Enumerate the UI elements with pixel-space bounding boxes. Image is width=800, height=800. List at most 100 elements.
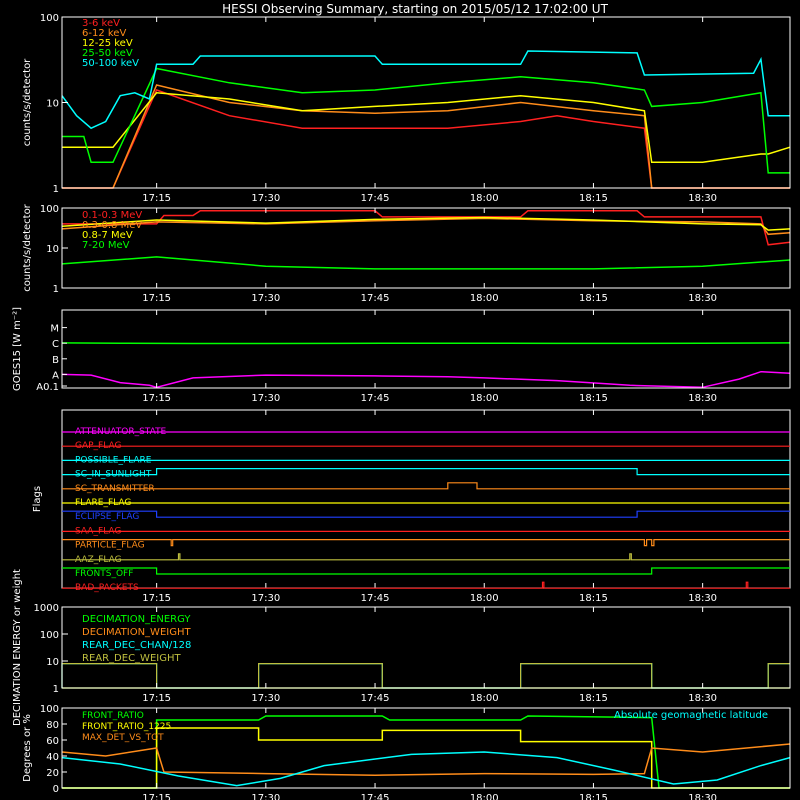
legend-entry: 6-12 keV (82, 28, 126, 39)
panel-decimation: 17:15 17:30 17:45 18:00 18:15 18:30 1 10 100 1000… (12, 569, 791, 726)
legend-entry: FRONT_RATIO_1225 (82, 722, 171, 732)
flag-line (62, 468, 790, 476)
series-line (61, 216, 791, 231)
y-axis-label: Flags (32, 486, 43, 512)
series-line (62, 92, 791, 164)
legend-entry: 12-25 keV (82, 38, 133, 49)
x-tick-label: 17:45 (361, 693, 390, 704)
series-line (61, 751, 791, 787)
y-axis-label: counts/s/detector (22, 203, 33, 291)
legend-entry: 50-100 keV (82, 58, 139, 69)
x-tick-label: 18:00 (470, 193, 499, 204)
x-tick-label: 18:15 (579, 393, 608, 404)
flag-label: AAZ_FLAG (75, 555, 122, 565)
x-tick-label: 17:45 (361, 593, 390, 604)
legend-entry: REAR_DEC_WEIGHT (82, 653, 181, 664)
y-tick-label: 1 (53, 684, 59, 695)
y-tick-label: 1000 (34, 603, 59, 614)
y-tick-label: 100 (40, 204, 59, 215)
legend-entry: 0.8-7 MeV (82, 230, 133, 241)
legend-entry: 3-6 keV (82, 18, 120, 29)
x-tick-label: 17:45 (361, 793, 390, 800)
y-tick-label: M (50, 324, 59, 335)
y-tick-label: B (52, 355, 59, 366)
x-tick-label: 18:30 (688, 593, 717, 604)
legend-entry: 0.3-0.8 MeV (82, 220, 142, 231)
legend-entry: MAX_DET_VS_TOT (82, 733, 164, 743)
legend-entry: 25-50 keV (82, 48, 133, 59)
y-tick-label: 100 (40, 13, 59, 24)
flag-line (62, 510, 790, 518)
y-tick-label: 100 (40, 630, 59, 641)
y-tick-label: 20 (46, 768, 59, 779)
flag-label: GAP_FLAG (75, 441, 121, 451)
flag-line (62, 538, 790, 547)
x-tick-label: 17:30 (251, 393, 280, 404)
x-tick-label: 18:00 (470, 293, 499, 304)
x-tick-label: 17:15 (142, 293, 171, 304)
series-line (61, 342, 791, 345)
series-line (61, 256, 791, 270)
y-tick-label: A (52, 370, 59, 381)
flag-label: ECLIPSE_FLAG (75, 512, 139, 522)
x-tick-label: 18:30 (688, 393, 717, 404)
legend-entry: DECIMATION_WEIGHT (82, 627, 191, 638)
y-axis-label: Degrees or % (22, 714, 33, 782)
plot-frame (61, 606, 791, 689)
legend-entry: FRONT_RATIO (82, 711, 144, 721)
flag-label: BAD_PACKETS (75, 583, 139, 593)
flag-line (62, 553, 790, 561)
panel-ratios: 17:15 17:30 17:45 18:00 18:15 18:30 0 20 40 60 80 1… (22, 704, 791, 800)
legend-entry: REAR_DEC_CHAN/128 (82, 640, 191, 651)
y-tick-label: 80 (46, 720, 59, 731)
x-tick-label: 18:00 (470, 393, 499, 404)
legend-entry: DECIMATION_ENERGY (82, 614, 191, 625)
x-tick-label: 17:30 (251, 293, 280, 304)
y-tick-label: 10 (46, 99, 59, 110)
flag-label: FLARE_FLAG (75, 498, 131, 508)
legend-entry: 7-20 MeV (82, 240, 130, 251)
x-tick-label: 17:15 (142, 693, 171, 704)
x-tick-label: 17:30 (251, 593, 280, 604)
flag-label: ATTENUATOR_STATE (75, 427, 167, 437)
flag-label: SAA_FLAG (75, 526, 121, 536)
x-tick-label: 17:45 (361, 193, 390, 204)
y-tick-label: A0.1 (36, 382, 59, 393)
x-tick-label: 17:45 (361, 293, 390, 304)
x-tick-label: 18:15 (579, 593, 608, 604)
y-tick-label: 10 (46, 657, 59, 668)
x-tick-label: 17:45 (361, 393, 390, 404)
flag-label: FRONTS_OFF (75, 569, 133, 579)
series-line (62, 210, 791, 246)
x-tick-label: 17:30 (251, 793, 280, 800)
x-tick-label: 18:15 (579, 793, 608, 800)
chart-title: HESSI Observing Summary, starting on 201… (222, 2, 608, 16)
y-axis-label: GOES15 [W m⁻²] (12, 307, 23, 391)
x-tick-label: 18:00 (470, 693, 499, 704)
legend-entry: Absolute geomagnetic latitude (614, 710, 768, 721)
flag-line (62, 581, 790, 589)
flag-label: PARTICLE_FLAG (75, 541, 145, 551)
y-axis-label: counts/s/detector (22, 58, 33, 146)
x-tick-label: 18:15 (579, 693, 608, 704)
y-tick-label: 100 (40, 704, 59, 715)
series-line (61, 370, 791, 389)
x-tick-label: 18:00 (470, 793, 499, 800)
series-line (61, 50, 790, 130)
panel-high-energy-rates: 17:15 17:30 17:45 18:00 18:15 18:30 1 10 100 coun… (22, 203, 791, 304)
x-tick-label: 17:15 (142, 393, 171, 404)
y-tick-label: 60 (46, 736, 59, 747)
y-tick-label: 10 (46, 244, 59, 255)
series-line (61, 217, 791, 236)
x-tick-label: 17:15 (142, 593, 171, 604)
x-tick-label: 18:30 (688, 293, 717, 304)
flag-label: SC_IN_SUNLIGHT (75, 470, 152, 480)
legend-entry: 0.1-0.3 MeV (82, 210, 142, 221)
x-tick-label: 18:15 (579, 193, 608, 204)
panel-low-energy-rates: 17:15 17:30 17:45 18:00 18:15 18:30 1 10 100 coun… (22, 13, 791, 204)
y-tick-label: 0 (53, 784, 59, 795)
x-tick-label: 18:30 (688, 193, 717, 204)
x-tick-label: 18:15 (579, 293, 608, 304)
flag-label: POSSIBLE_FLARE (75, 455, 152, 465)
